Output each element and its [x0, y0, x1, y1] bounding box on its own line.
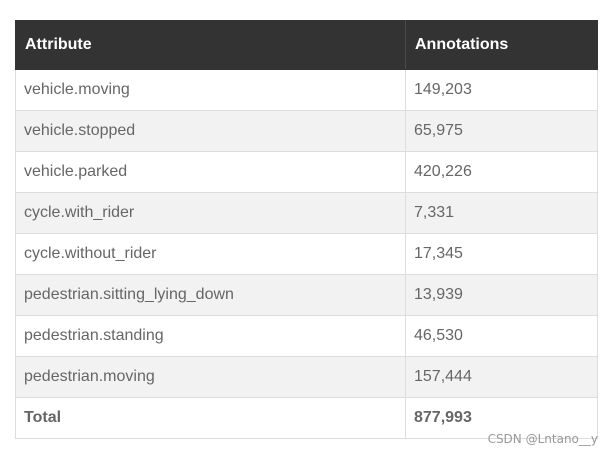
attribute-cell: cycle.without_rider	[16, 234, 406, 275]
annotations-cell: 13,939	[406, 275, 598, 316]
annotations-table-container: Attribute Annotations vehicle.moving 149…	[15, 20, 597, 439]
annotations-cell: 149,203	[406, 70, 598, 111]
attribute-cell: pedestrian.moving	[16, 357, 406, 398]
attribute-cell: vehicle.moving	[16, 70, 406, 111]
table-body: vehicle.moving 149,203 vehicle.stopped 6…	[16, 70, 598, 439]
table-row: pedestrian.moving 157,444	[16, 357, 598, 398]
table-row: pedestrian.sitting_lying_down 13,939	[16, 275, 598, 316]
annotations-cell: 65,975	[406, 111, 598, 152]
attribute-cell: vehicle.stopped	[16, 111, 406, 152]
table-row: cycle.without_rider 17,345	[16, 234, 598, 275]
table-row: cycle.with_rider 7,331	[16, 193, 598, 234]
annotations-cell: 420,226	[406, 152, 598, 193]
annotations-cell: 46,530	[406, 316, 598, 357]
table-row: vehicle.stopped 65,975	[16, 111, 598, 152]
attribute-cell: cycle.with_rider	[16, 193, 406, 234]
attribute-cell: pedestrian.sitting_lying_down	[16, 275, 406, 316]
total-label-cell: Total	[16, 398, 406, 439]
header-row: Attribute Annotations	[16, 21, 598, 70]
annotations-cell: 7,331	[406, 193, 598, 234]
annotations-table: Attribute Annotations vehicle.moving 149…	[15, 20, 598, 439]
table-row: pedestrian.standing 46,530	[16, 316, 598, 357]
header-attribute: Attribute	[16, 21, 406, 70]
csdn-watermark: CSDN @Lntano__y	[488, 432, 598, 446]
attribute-cell: pedestrian.standing	[16, 316, 406, 357]
header-annotations: Annotations	[406, 21, 598, 70]
annotations-cell: 17,345	[406, 234, 598, 275]
table-header: Attribute Annotations	[16, 21, 598, 70]
table-row: vehicle.parked 420,226	[16, 152, 598, 193]
annotations-cell: 157,444	[406, 357, 598, 398]
attribute-cell: vehicle.parked	[16, 152, 406, 193]
table-row: vehicle.moving 149,203	[16, 70, 598, 111]
